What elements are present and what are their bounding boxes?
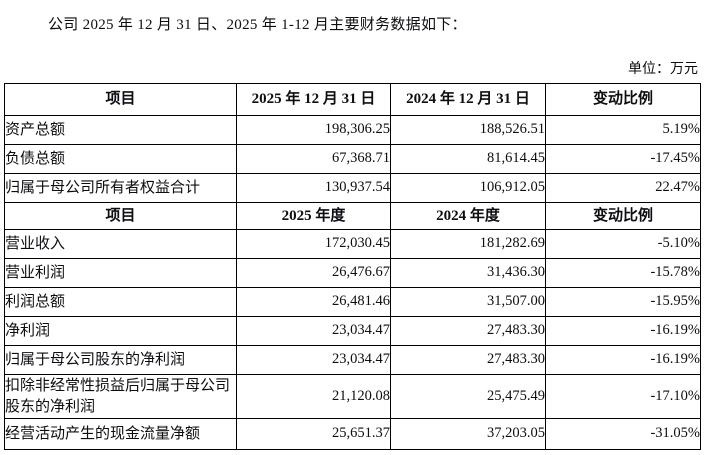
cell-item: 负债总额 — [4, 144, 237, 174]
table-row-operating-revenue: 营业收入 172,030.45 181,282.69 -5.10% — [4, 229, 701, 259]
section2-header-row: 项目 2025 年度 2024 年度 变动比例 — [4, 202, 701, 230]
cell-value-2025: 172,030.45 — [236, 229, 391, 259]
cell-item: 经营活动产生的现金流量净额 — [4, 418, 237, 450]
header-change-ratio: 变动比例 — [545, 83, 701, 116]
header-2025-year: 2025 年度 — [236, 202, 391, 230]
cell-value-2024: 106,912.05 — [390, 173, 546, 203]
cell-item: 营业利润 — [4, 258, 237, 288]
cell-value-2025: 26,481.46 — [236, 287, 391, 317]
cell-value-2024: 25,475.49 — [390, 374, 546, 419]
cell-value-2024: 81,614.45 — [390, 144, 546, 174]
table-row-net-profit-deducted: 扣除非经常性损益后归属于母公司股东的净利润 21,120.08 25,475.4… — [4, 374, 701, 419]
cell-value-2025: 25,651.37 — [236, 418, 391, 450]
table-row-net-profit: 净利润 23,034.47 27,483.30 -16.19% — [4, 316, 701, 346]
table-row-operating-profit: 营业利润 26,476.67 31,436.30 -15.78% — [4, 258, 701, 288]
cell-value-2024: 37,203.05 — [390, 418, 546, 450]
header-change-ratio: 变动比例 — [545, 202, 701, 230]
header-2025-date: 2025 年 12 月 31 日 — [236, 83, 391, 116]
cell-item: 归属于母公司所有者权益合计 — [4, 173, 237, 203]
cell-value-2024: 188,526.51 — [390, 115, 546, 145]
cell-change: 22.47% — [545, 173, 701, 203]
cell-change: -5.10% — [545, 229, 701, 259]
cell-change: -15.78% — [545, 258, 701, 288]
table-row-parent-equity: 归属于母公司所有者权益合计 130,937.54 106,912.05 22.4… — [4, 173, 701, 203]
document-title: 公司 2025 年 12 月 31 日、2025 年 1-12 月主要财务数据如… — [48, 17, 467, 33]
cell-value-2025: 130,937.54 — [236, 173, 391, 203]
cell-change: -16.19% — [545, 345, 701, 375]
cell-item: 利润总额 — [4, 287, 237, 317]
header-2024-date: 2024 年 12 月 31 日 — [390, 83, 546, 116]
cell-value-2025: 23,034.47 — [236, 345, 391, 375]
cell-value-2025: 23,034.47 — [236, 316, 391, 346]
cell-value-2024: 27,483.30 — [390, 345, 546, 375]
table-row-net-profit-parent: 归属于母公司股东的净利润 23,034.47 27,483.30 -16.19% — [4, 345, 701, 375]
cell-value-2024: 31,507.00 — [390, 287, 546, 317]
cell-value-2024: 27,483.30 — [390, 316, 546, 346]
financial-data-table: 项目 2025 年 12 月 31 日 2024 年 12 月 31 日 变动比… — [4, 83, 701, 450]
cell-change: -16.19% — [545, 316, 701, 346]
cell-change: -17.10% — [545, 374, 701, 419]
cell-item: 净利润 — [4, 316, 237, 346]
table-row-operating-cash-flow: 经营活动产生的现金流量净额 25,651.37 37,203.05 -31.05… — [4, 418, 701, 450]
table-row-total-profit: 利润总额 26,481.46 31,507.00 -15.95% — [4, 287, 701, 317]
cell-value-2025: 198,306.25 — [236, 115, 391, 145]
cell-change: 5.19% — [545, 115, 701, 145]
header-2024-year: 2024 年度 — [390, 202, 546, 230]
cell-item: 扣除非经常性损益后归属于母公司股东的净利润 — [4, 374, 237, 419]
cell-item: 归属于母公司股东的净利润 — [4, 345, 237, 375]
cell-value-2025: 21,120.08 — [236, 374, 391, 419]
cell-value-2024: 31,436.30 — [390, 258, 546, 288]
cell-change: -31.05% — [545, 418, 701, 450]
table-row-total-assets: 资产总额 198,306.25 188,526.51 5.19% — [4, 115, 701, 145]
table-row-total-liabilities: 负债总额 67,368.71 81,614.45 -17.45% — [4, 144, 701, 174]
cell-change: -17.45% — [545, 144, 701, 174]
cell-change: -15.95% — [545, 287, 701, 317]
unit-label: 单位：万元 — [628, 62, 698, 77]
cell-item: 营业收入 — [4, 229, 237, 259]
cell-value-2025: 26,476.67 — [236, 258, 391, 288]
cell-item: 资产总额 — [4, 115, 237, 145]
cell-value-2024: 181,282.69 — [390, 229, 546, 259]
header-item: 项目 — [4, 83, 237, 116]
header-item: 项目 — [4, 202, 237, 230]
cell-value-2025: 67,368.71 — [236, 144, 391, 174]
section1-header-row: 项目 2025 年 12 月 31 日 2024 年 12 月 31 日 变动比… — [4, 83, 701, 116]
